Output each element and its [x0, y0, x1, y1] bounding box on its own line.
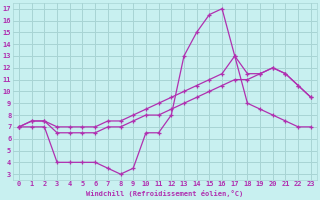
X-axis label: Windchill (Refroidissement éolien,°C): Windchill (Refroidissement éolien,°C) [86, 190, 244, 197]
